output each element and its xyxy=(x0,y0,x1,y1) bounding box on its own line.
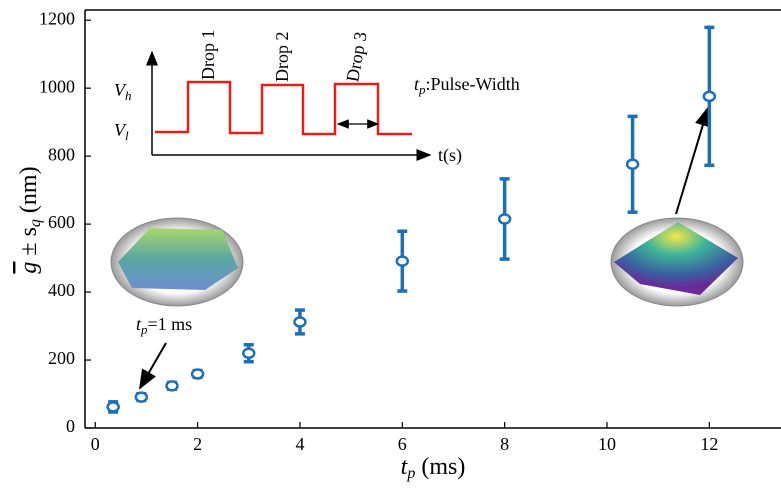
x-tick-label: 12 xyxy=(700,434,718,454)
x-tick-label: 10 xyxy=(598,434,616,454)
data-point xyxy=(108,402,119,411)
data-point xyxy=(136,393,147,402)
flat-surface-image xyxy=(111,218,243,306)
y-axis-label: g ± sq (nm) xyxy=(16,166,44,273)
y-tick-label: 600 xyxy=(48,212,75,232)
data-point xyxy=(397,257,408,266)
x-tick-label: 6 xyxy=(398,434,407,454)
data-point xyxy=(192,369,203,378)
pointer-arrow xyxy=(140,343,166,388)
data-point xyxy=(243,349,254,358)
x-tick-label: 4 xyxy=(295,434,304,454)
drop-label: Drop 2 xyxy=(272,32,292,83)
y-tick-label: 0 xyxy=(66,416,75,436)
data-point xyxy=(627,160,638,169)
y-tick-label: 200 xyxy=(48,348,75,368)
data-point xyxy=(499,215,510,224)
drop-label: Drop 3 xyxy=(342,30,370,83)
x-tick-label: 8 xyxy=(500,434,509,454)
data-point xyxy=(167,381,178,390)
x-axis-label: tp (ms) xyxy=(401,454,466,482)
y-tick-label: 1000 xyxy=(39,76,75,96)
vh-label: Vh xyxy=(114,80,132,103)
data-point xyxy=(704,92,715,101)
time-axis-label: t(s) xyxy=(438,145,462,166)
y-tick-label: 800 xyxy=(48,144,75,164)
x-tick-label: 0 xyxy=(91,434,100,454)
chart: Drop 1 Drop 2 Drop 3 Vh Vl tp:Pulse-Widt… xyxy=(0,0,781,491)
tp-label: tp=1 ms xyxy=(136,314,192,337)
peak-surface-image xyxy=(611,218,743,306)
y-tick-label: 1200 xyxy=(39,8,75,28)
drop-label: Drop 1 xyxy=(198,30,218,81)
pulse-waveform xyxy=(155,82,412,134)
pulse-width-label: tp:Pulse-Width xyxy=(414,74,520,97)
vl-label: Vl xyxy=(114,120,129,143)
x-tick-label: 2 xyxy=(193,434,202,454)
data-point xyxy=(294,317,305,326)
pointer-arrow xyxy=(676,108,708,214)
y-tick-label: 400 xyxy=(48,280,75,300)
